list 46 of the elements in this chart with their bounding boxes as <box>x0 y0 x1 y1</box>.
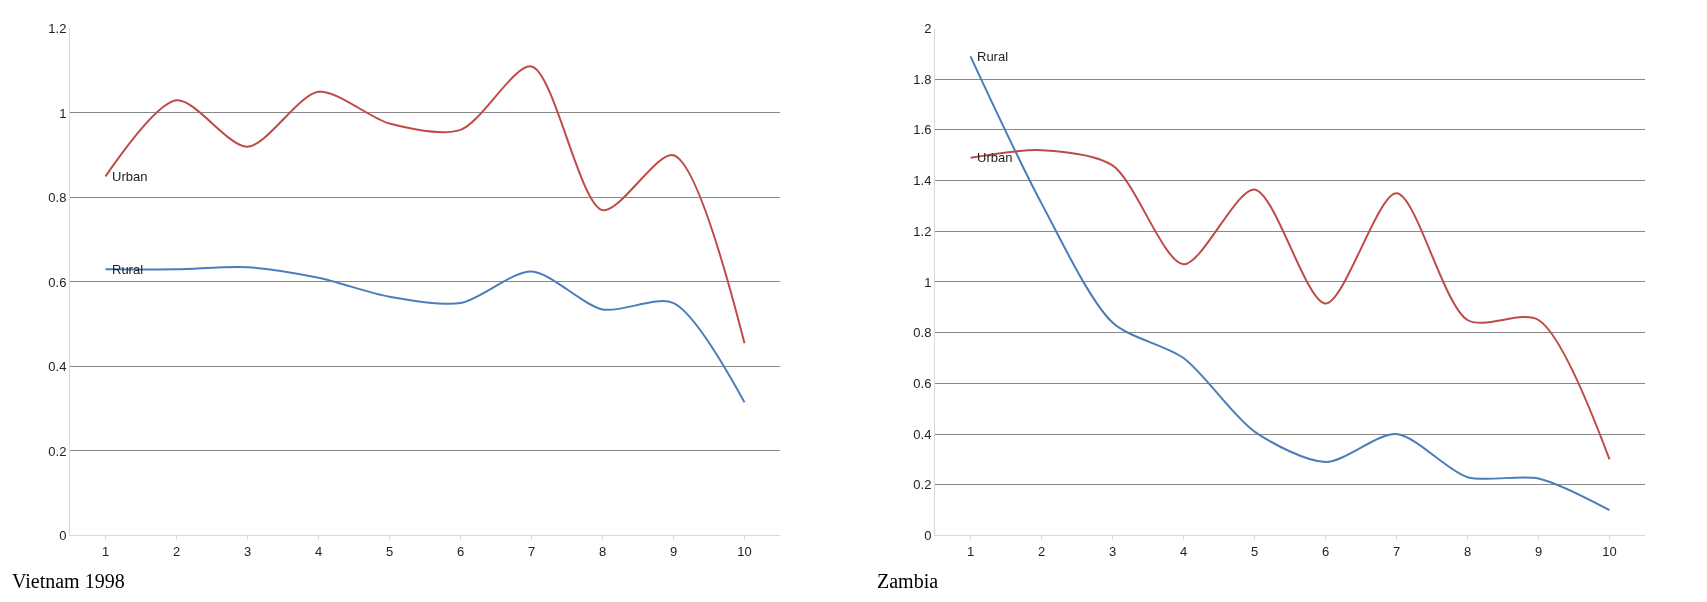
y-tick-label: 0.2 <box>48 443 67 459</box>
x-tick-label: 1 <box>966 544 975 560</box>
y-tick-label: 0.6 <box>48 274 67 290</box>
y-tick-label: 1.6 <box>913 122 932 138</box>
x-tick-label: 7 <box>1392 544 1401 560</box>
y-tick-label: 0 <box>924 528 932 544</box>
x-tick-label: 6 <box>456 544 465 560</box>
x-tick-label: 9 <box>669 544 678 560</box>
x-tick-label: 10 <box>1602 544 1617 560</box>
y-tick-label: 0.2 <box>913 477 932 493</box>
x-tick-label: 9 <box>1534 544 1543 560</box>
y-tick-label: 0.6 <box>913 375 932 391</box>
line-series <box>104 65 746 345</box>
y-tick-label: 1.2 <box>48 21 67 36</box>
y-tick-label: 0.8 <box>48 190 67 206</box>
x-tick-label: 10 <box>737 544 752 560</box>
x-tick-label: 5 <box>385 544 394 560</box>
y-tick-label: 0 <box>59 528 67 544</box>
y-tick-label: 1.2 <box>913 223 932 239</box>
line-series <box>104 265 746 404</box>
x-tick-label: 3 <box>1108 544 1117 560</box>
series-label: Urban <box>112 169 148 184</box>
y-tick-label: 1 <box>924 274 932 290</box>
text: Vietnam 1998 <box>12 570 125 592</box>
text: Zambia <box>877 570 939 592</box>
x-tick-label: 4 <box>1179 544 1188 560</box>
x-tick-label: 3 <box>243 544 252 560</box>
series-label: Rural <box>977 49 1009 64</box>
y-tick-label: 1.8 <box>913 71 932 87</box>
x-tick-label: 7 <box>527 544 536 560</box>
x-tick-label: 2 <box>1037 544 1046 560</box>
y-tick-label: 0.8 <box>913 325 932 341</box>
line-series <box>969 149 1611 461</box>
x-tick-label: 1 <box>101 544 110 560</box>
x-tick-label: 8 <box>598 544 607 560</box>
y-tick-label: 1 <box>59 105 67 121</box>
x-tick-label: 2 <box>172 544 181 560</box>
y-tick-label: 0.4 <box>913 426 932 442</box>
x-tick-label: 8 <box>1463 544 1472 560</box>
x-tick-label: 5 <box>1250 544 1259 560</box>
y-tick-label: 1.4 <box>913 173 932 189</box>
y-tick-label: 2 <box>924 21 932 36</box>
series-label: Urban <box>977 150 1013 165</box>
y-tick-label: 0.4 <box>48 359 67 375</box>
x-tick-label: 6 <box>1321 544 1330 560</box>
x-tick-label: 4 <box>314 544 323 560</box>
